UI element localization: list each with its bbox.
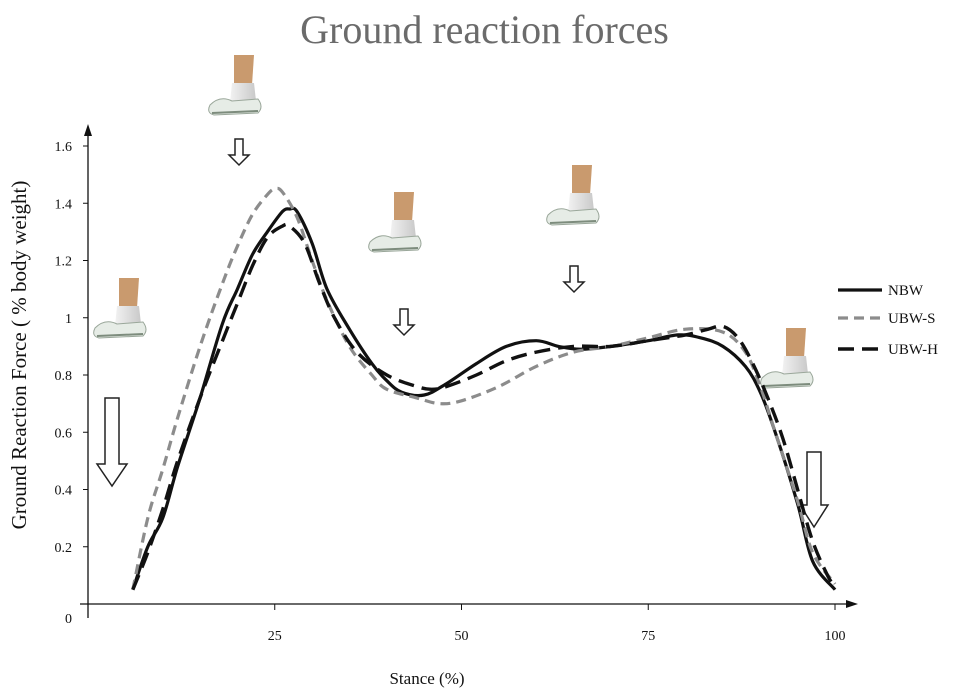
series-line-nbw — [131, 206, 837, 591]
arrow-heel-strike — [227, 138, 251, 167]
y-tick-label: 0.2 — [55, 541, 73, 556]
x-tick-label: 75 — [641, 629, 655, 644]
x-tick-label: 50 — [455, 629, 469, 644]
y-tick-label: 1 — [65, 312, 72, 327]
series-line-ubw-s — [131, 186, 837, 591]
y-tick-label: 0 — [65, 612, 72, 627]
y-axis-label: Ground Reaction Force ( % body weight) — [7, 181, 31, 530]
arrow-initial-contact — [95, 397, 129, 488]
x-tick-label: 100 — [825, 629, 846, 644]
foot-illustration-terminal-stance — [546, 165, 600, 226]
foot-illustration-initial-contact — [93, 278, 147, 339]
legend-label-ubw-s: UBW-S — [888, 311, 936, 327]
x-axis-arrowhead — [846, 600, 858, 608]
legend-label-ubw-h: UBW-H — [888, 342, 938, 358]
y-tick-label: 1.6 — [55, 140, 73, 155]
foot-illustration-heel-strike — [208, 55, 262, 116]
series-line-ubw-h — [131, 222, 837, 591]
x-tick-label: 25 — [268, 629, 282, 644]
foot-illustration-toe-off — [760, 328, 814, 389]
y-tick-label: 0.6 — [55, 426, 73, 441]
foot-illustration-midstance — [368, 192, 422, 253]
arrow-midstance — [392, 308, 416, 337]
y-tick-label: 0.4 — [55, 484, 73, 499]
arrow-toe-off — [798, 451, 830, 529]
y-tick-label: 1.2 — [55, 255, 73, 270]
y-axis-arrowhead — [84, 124, 92, 136]
chart-title: Ground reaction forces — [300, 7, 669, 52]
x-axis-label: Stance (%) — [389, 669, 464, 688]
legend-label-nbw: NBW — [888, 283, 924, 299]
arrow-terminal-stance — [562, 265, 586, 294]
y-tick-label: 0.8 — [55, 369, 73, 384]
y-tick-label: 1.4 — [55, 197, 73, 212]
